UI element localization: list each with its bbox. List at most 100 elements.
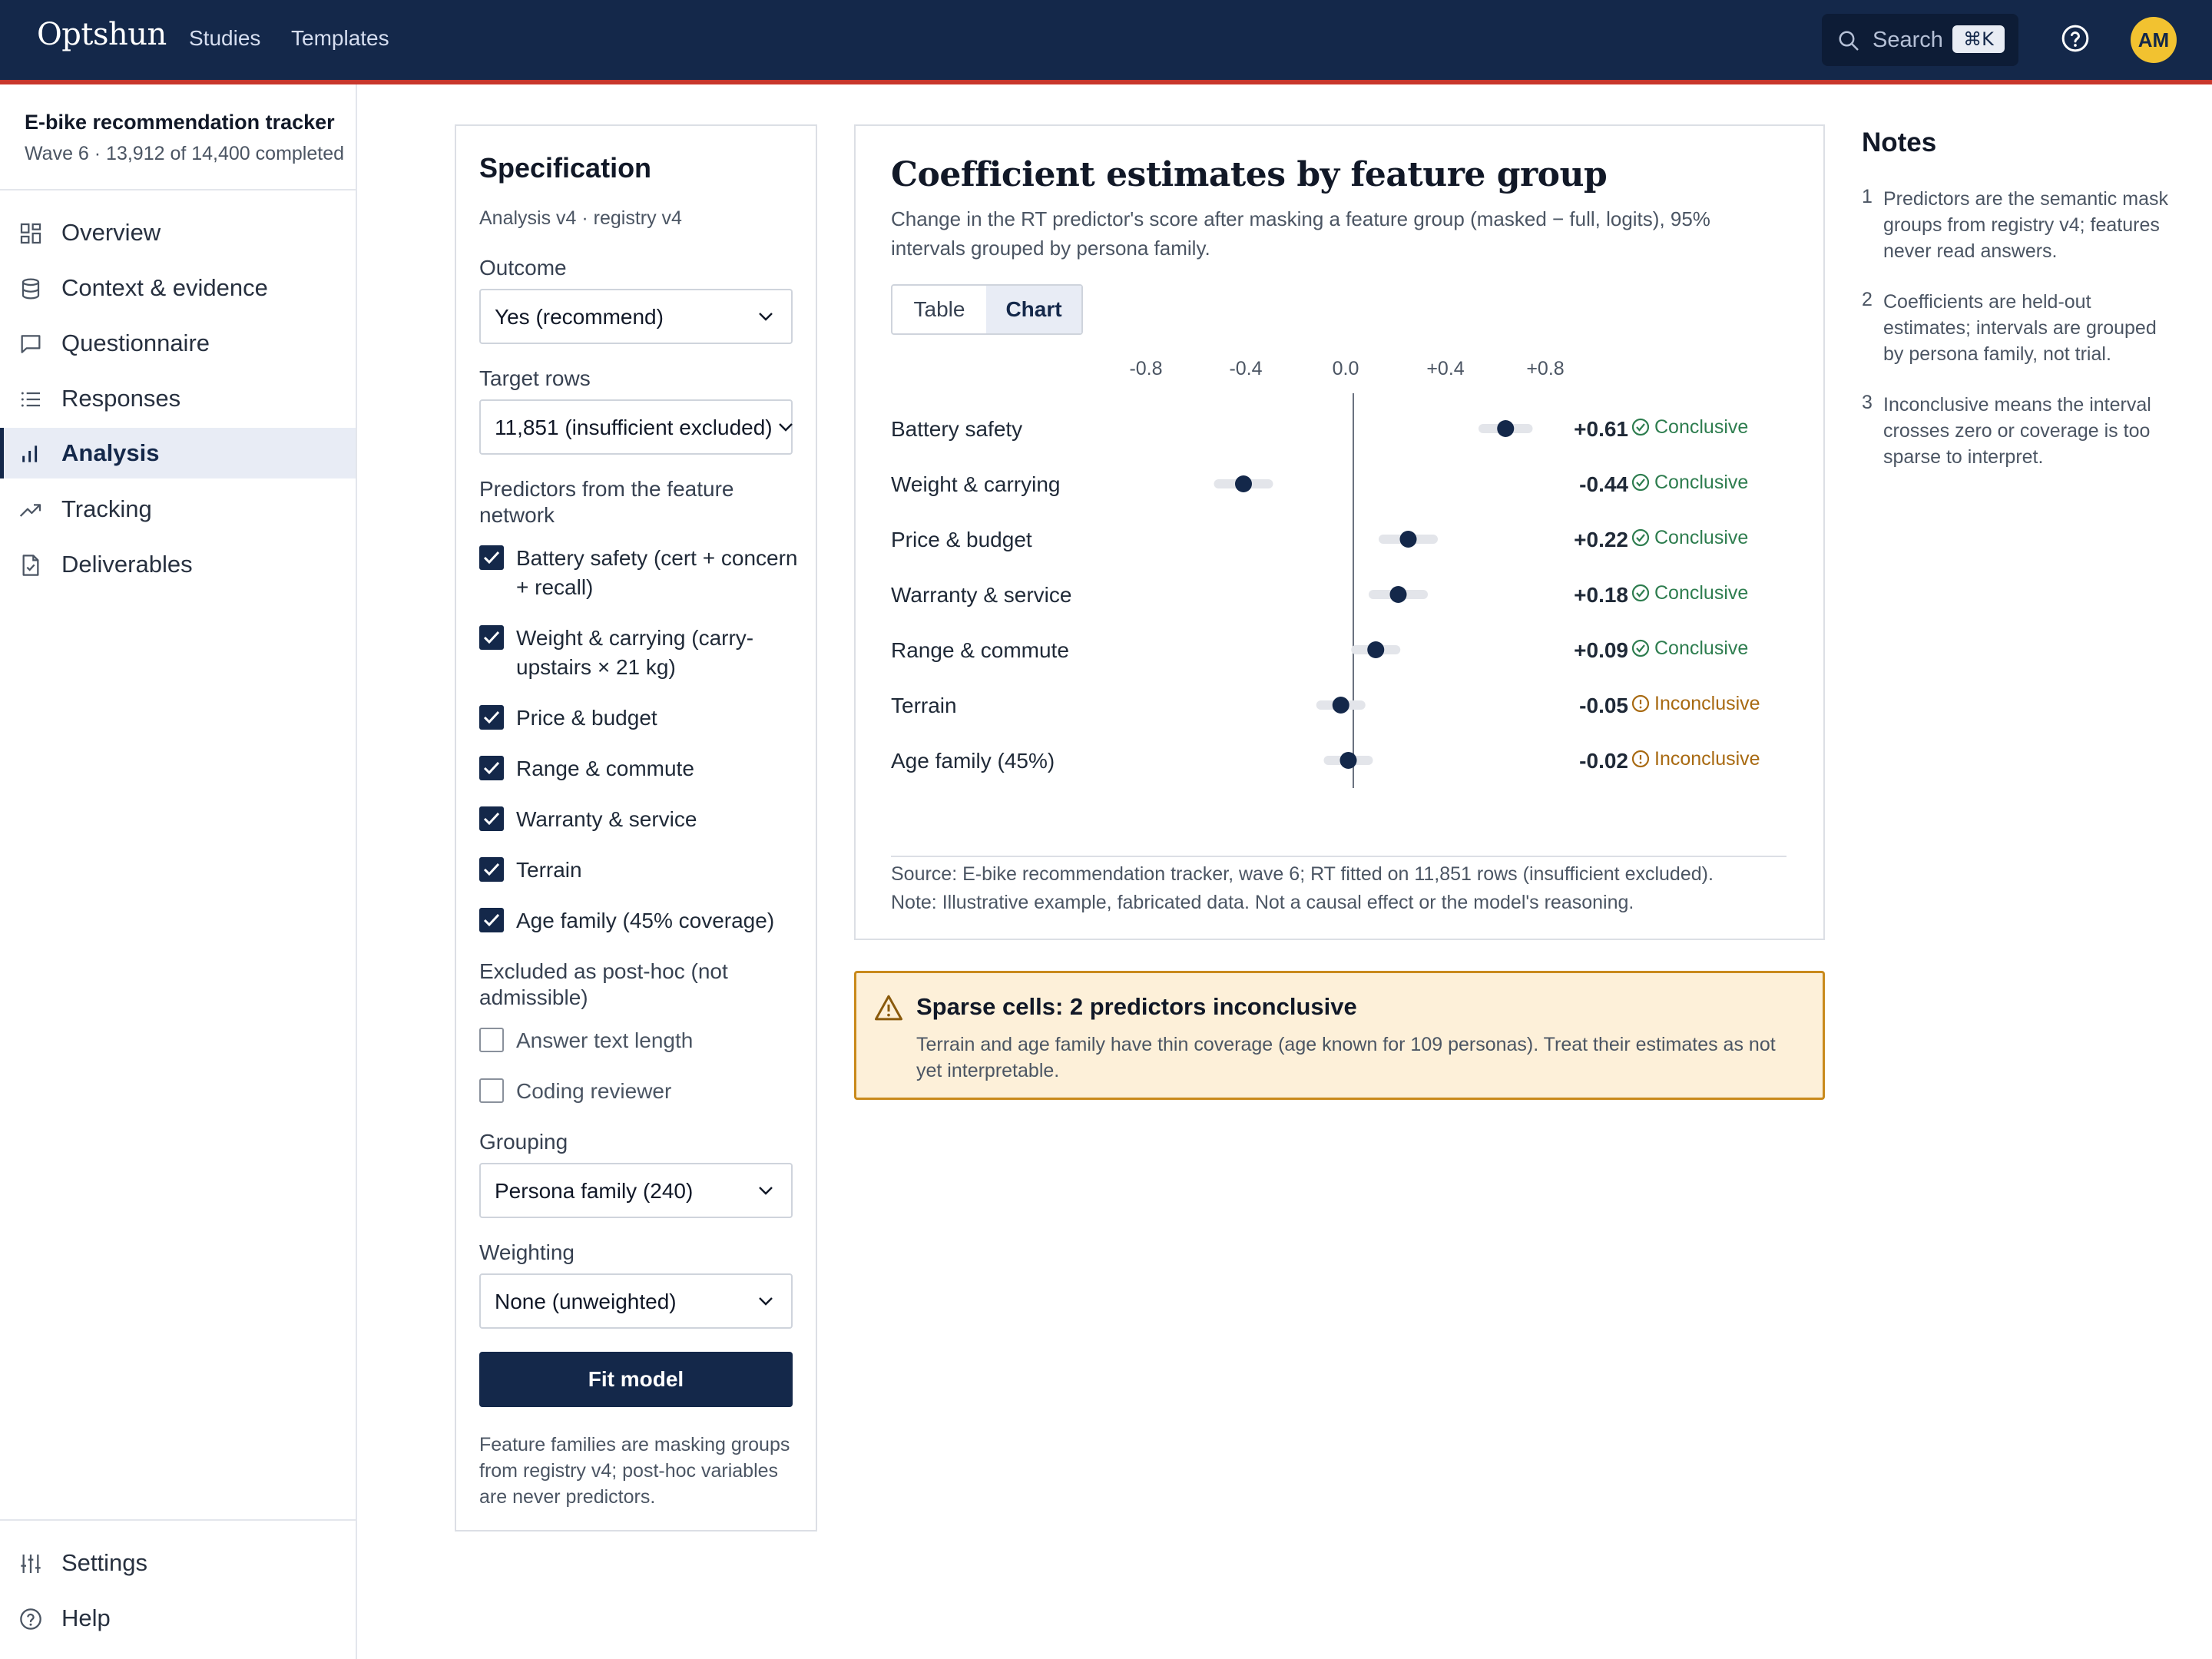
- predictor-label: Terrain: [516, 858, 582, 882]
- chart-subtitle: Change in the RT predictor's score after…: [891, 207, 1710, 260]
- alert-dot-icon: [1639, 706, 1642, 709]
- estimate-value: +0.61: [1574, 417, 1628, 441]
- status-label: Conclusive: [1654, 637, 1748, 659]
- checkbox-checked[interactable]: [479, 756, 504, 780]
- checkbox-checked[interactable]: [479, 625, 504, 650]
- bar-chart-icon: [22, 445, 38, 462]
- alert-title: Sparse cells: 2 predictors inconclusive: [916, 993, 1357, 1020]
- note-text: Predictors are the semantic mask groups …: [1883, 188, 2168, 262]
- checkbox-unchecked[interactable]: [479, 1028, 504, 1052]
- sidebar-item-tracking[interactable]: Tracking: [0, 484, 356, 535]
- chart-title: Coefficient estimates by feature group: [891, 155, 1608, 194]
- row-label: Weight & carrying: [891, 472, 1060, 496]
- checkbox-checked[interactable]: [479, 705, 504, 730]
- fit-model-button[interactable]: Fit model: [479, 1352, 793, 1407]
- row-label: Battery safety: [891, 417, 1022, 441]
- sidebar-item-settings[interactable]: Settings: [0, 1538, 356, 1588]
- avatar[interactable]: AM: [2131, 17, 2177, 63]
- estimate-point: [1367, 641, 1385, 658]
- sidebar-item-deliverables[interactable]: Deliverables: [0, 539, 356, 590]
- target-rows-label: Target rows: [479, 366, 591, 390]
- row-label: Range & commute: [891, 638, 1069, 662]
- sparse-cells-alert: Sparse cells: 2 predictors inconclusive …: [854, 971, 1825, 1100]
- search-label: Search: [1873, 28, 1943, 52]
- sidebar: E-bike recommendation tracker Wave 6 · 1…: [0, 84, 357, 1659]
- tab-table[interactable]: Table: [913, 297, 965, 321]
- comment-icon: [21, 335, 41, 353]
- sidebar-item-overview[interactable]: Overview: [0, 207, 356, 258]
- note-text: Coefficients are held-out estimates; int…: [1883, 291, 2157, 365]
- list-icon: [21, 392, 40, 407]
- sidebar-item-label: Help: [61, 1604, 111, 1631]
- status-label: Inconclusive: [1654, 693, 1760, 714]
- grouping-select[interactable]: Persona family (240): [479, 1163, 793, 1218]
- sidebar-item-label: Questionnaire: [61, 329, 210, 356]
- target-rows-select[interactable]: 11,851 (insufficient excluded): [479, 399, 793, 455]
- check-icon: [1636, 644, 1645, 653]
- row-label: Terrain: [891, 694, 957, 717]
- sidebar-item-label: Context & evidence: [61, 274, 268, 301]
- trend-icon: [19, 504, 41, 517]
- predictor-label: Weight & carrying (carry-upstairs × 21 k…: [516, 626, 754, 679]
- forest-plot: -0.8 -0.4 0.0 +0.4 +0.8 Battery safety +0.61 Co…: [891, 358, 1760, 788]
- status-label: Conclusive: [1654, 582, 1748, 604]
- weighting-value: None (unweighted): [495, 1290, 677, 1313]
- checkbox-checked[interactable]: [479, 908, 504, 932]
- search-button[interactable]: Search ⌘K: [1822, 14, 2018, 66]
- x-tick-label: 0.0: [1333, 358, 1359, 379]
- check-icon: [483, 551, 500, 565]
- x-tick-label: -0.8: [1129, 358, 1162, 379]
- checkbox-checked[interactable]: [479, 806, 504, 831]
- warning-icon: [874, 995, 903, 1021]
- spec-title: Specification: [479, 152, 652, 184]
- chevron-down-icon: [779, 423, 793, 432]
- outcome-select[interactable]: Yes (recommend): [479, 289, 793, 344]
- x-tick-label: +0.8: [1526, 358, 1564, 379]
- sidebar-item-label: Analysis: [61, 439, 160, 466]
- status-label: Conclusive: [1654, 472, 1748, 493]
- nav-studies[interactable]: Studies: [189, 26, 261, 50]
- outcome-label: Outcome: [479, 256, 567, 280]
- nav-templates[interactable]: Templates: [291, 26, 389, 50]
- note-number: 3: [1862, 392, 1873, 413]
- x-tick-label: -0.4: [1229, 358, 1262, 379]
- status-label: Conclusive: [1654, 527, 1748, 548]
- check-icon: [483, 863, 500, 876]
- tab-chart[interactable]: Chart: [986, 286, 1081, 333]
- weighting-select[interactable]: None (unweighted): [479, 1273, 793, 1329]
- x-tick-label: +0.4: [1426, 358, 1464, 379]
- sidebar-divider: [0, 189, 356, 190]
- help-button[interactable]: [2060, 23, 2091, 58]
- checkbox-checked[interactable]: [479, 545, 504, 570]
- sidebar-item-questionnaire[interactable]: Questionnaire: [0, 318, 356, 369]
- sidebar-item-context-evidence[interactable]: Context & evidence: [0, 263, 356, 313]
- chevron-down-icon: [759, 1187, 773, 1195]
- topbar-accent-line: [0, 80, 2212, 84]
- grouping-value: Persona family (240): [495, 1179, 694, 1203]
- predictor-label: Warranty & service: [516, 807, 697, 831]
- sidebar-item-help[interactable]: Help: [0, 1593, 356, 1644]
- weighting-label: Weighting: [479, 1240, 575, 1264]
- sidebar-item-analysis[interactable]: Analysis: [0, 428, 356, 478]
- chart-footer: Source: E-bike recommendation tracker, w…: [891, 860, 1790, 917]
- check-circle-icon: [1631, 639, 1650, 657]
- check-icon: [1636, 589, 1645, 598]
- alert-dot-icon: [1639, 761, 1642, 764]
- estimate-value: +0.22: [1574, 528, 1628, 551]
- check-icon: [1636, 534, 1645, 542]
- estimate-point: [1389, 586, 1407, 603]
- predictor-label: Range & commute: [516, 757, 694, 780]
- check-icon: [483, 913, 500, 927]
- checkbox-unchecked[interactable]: [479, 1078, 504, 1103]
- brand-logo[interactable]: Optshun: [37, 17, 167, 52]
- grouping-label: Grouping: [479, 1130, 568, 1154]
- study-title: E-bike recommendation tracker: [25, 111, 335, 134]
- check-circle-icon: [1631, 528, 1650, 547]
- estimate-point: [1235, 475, 1252, 492]
- chart-note: Note: Illustrative example, fabricated d…: [891, 892, 1634, 913]
- check-circle-icon: [1631, 584, 1650, 602]
- estimate-point: [1339, 752, 1357, 769]
- sidebar-item-responses[interactable]: Responses: [0, 373, 356, 424]
- row-label: Price & budget: [891, 528, 1032, 551]
- checkbox-checked[interactable]: [479, 857, 504, 882]
